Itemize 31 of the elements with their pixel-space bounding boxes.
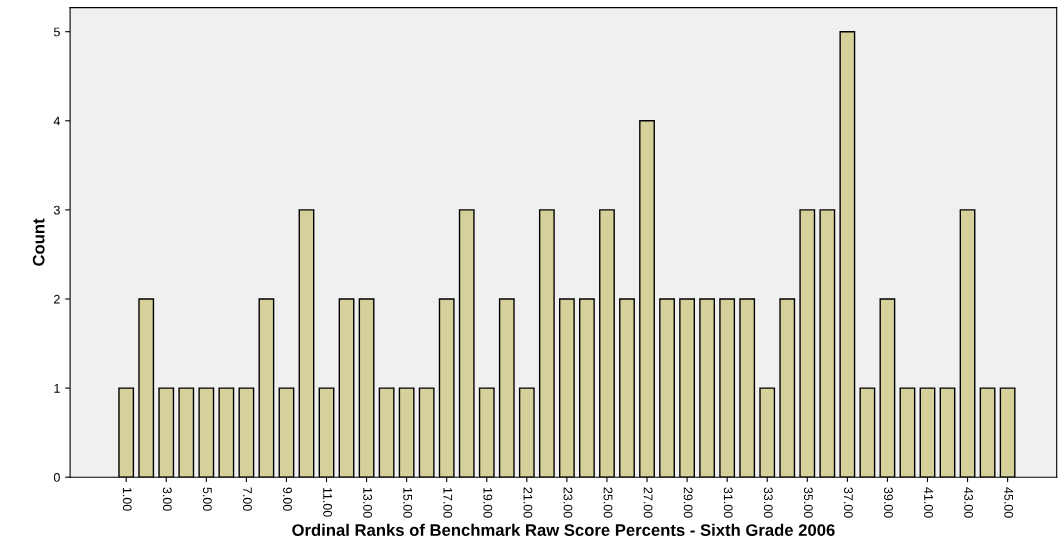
x-axis-title: Ordinal Ranks of Benchmark Raw Score Percents - Sixth Grade 2006 — [292, 523, 835, 536]
y-tick-label: 3 — [53, 205, 60, 215]
x-tick-label: 31.00 — [723, 487, 733, 518]
x-tick-label: 45.00 — [1004, 487, 1014, 518]
x-tick-label: 15.00 — [403, 487, 413, 518]
x-tick-label: 43.00 — [964, 487, 974, 518]
x-tick-label: 25.00 — [603, 487, 613, 518]
x-tick-label: 37.00 — [844, 487, 853, 518]
x-tick-label: 9.00 — [283, 487, 292, 511]
y-axis-title: Count — [32, 218, 45, 266]
x-tick-label: 41.00 — [924, 487, 933, 518]
x-tick-label: 13.00 — [363, 487, 373, 518]
x-tick-label: 33.00 — [763, 487, 773, 518]
x-tick-label: 1.00 — [122, 487, 132, 511]
x-tick-label: 7.00 — [243, 487, 252, 511]
x-tick-label: 5.00 — [202, 487, 212, 511]
x-tick-label: 23.00 — [563, 487, 573, 518]
x-tick-label: 29.00 — [683, 487, 693, 518]
x-tick-label: 19.00 — [483, 487, 493, 518]
x-tick-label: 35.00 — [803, 487, 813, 518]
x-tick-label: 17.00 — [443, 487, 453, 518]
x-tick-label: 3.00 — [162, 487, 172, 511]
y-tick-label: 1 — [54, 384, 60, 393]
y-tick-label: 2 — [54, 294, 60, 304]
x-tick-label: 21.00 — [523, 487, 533, 518]
x-tick-label: 11.00 — [323, 487, 332, 517]
x-tick-label: 39.00 — [884, 487, 893, 518]
x-tick-label: 27.00 — [643, 487, 653, 518]
y-tick-label: 5 — [53, 27, 60, 37]
y-tick-label: 4 — [53, 116, 60, 126]
y-tick-label: 0 — [53, 473, 60, 482]
